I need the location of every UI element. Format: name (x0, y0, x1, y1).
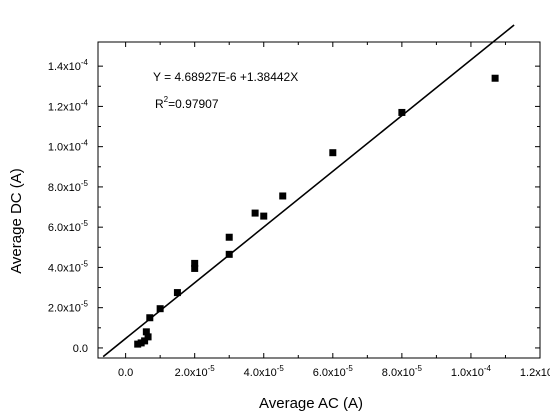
equation-annotation: Y = 4.68927E-6 +1.38442X (153, 70, 298, 84)
x-tick-label: 0.0 (118, 367, 133, 379)
data-point (260, 212, 268, 220)
r-squared-value: =0.97907 (168, 97, 219, 111)
data-point (173, 289, 181, 297)
data-point (142, 328, 150, 336)
data-point (146, 314, 154, 322)
y-tick-label: 6.0x10-5 (48, 219, 89, 234)
data-point (156, 305, 164, 313)
r-squared-annotation: R2=0.97907 (155, 95, 219, 111)
y-tick-label: 4.0x10-5 (48, 259, 89, 274)
data-point (141, 337, 149, 345)
data-point (191, 264, 199, 272)
data-point (191, 259, 199, 267)
y-tick-label: 1.2x10-4 (48, 98, 89, 113)
data-point (144, 333, 152, 341)
fit-line-layer (102, 24, 515, 358)
data-point (251, 209, 259, 217)
y-axis-title: Average DC (A) (8, 168, 25, 274)
fit-line (102, 24, 515, 358)
y-tick-label: 0.0 (73, 343, 88, 355)
data-point (225, 233, 233, 241)
x-tick-label: 1.0x10-4 (451, 364, 492, 379)
data-point (398, 108, 406, 116)
data-point (491, 74, 499, 82)
plot-border (97, 41, 541, 359)
y-tick-label: 1.4x10-4 (48, 58, 89, 73)
plot-frame (97, 41, 541, 359)
y-tick-label: 1.0x10-4 (48, 139, 89, 154)
data-point (225, 250, 233, 258)
y-axis-ticks: 0.0 2.0x10-5 4.0x10-5 6.0x10-5 8.0x10-5 1.0x1… (48, 58, 540, 355)
x-tick-label: 4.0x10-5 (244, 364, 285, 379)
r-squared-exponent: 2 (164, 95, 169, 104)
x-tick-label: 8.0x10-5 (382, 364, 423, 379)
x-axis-ticks: 0.0 2.0x10-5 4.0x10-5 6.0x10-5 8.0x10-5 1.0x1… (118, 42, 550, 379)
data-points (134, 74, 499, 348)
x-tick-label: 6.0x10-5 (313, 364, 354, 379)
data-point (279, 192, 287, 200)
x-tick-label: 2.0x10-5 (175, 364, 216, 379)
x-tick-label: 1.2x10-4 (520, 364, 550, 379)
y-tick-label: 8.0x10-5 (48, 179, 89, 194)
data-point (329, 149, 337, 157)
y-tick-label: 2.0x10-5 (48, 300, 89, 315)
r-squared-label: R (155, 97, 164, 111)
x-axis-title: Average AC (A) (259, 395, 363, 412)
